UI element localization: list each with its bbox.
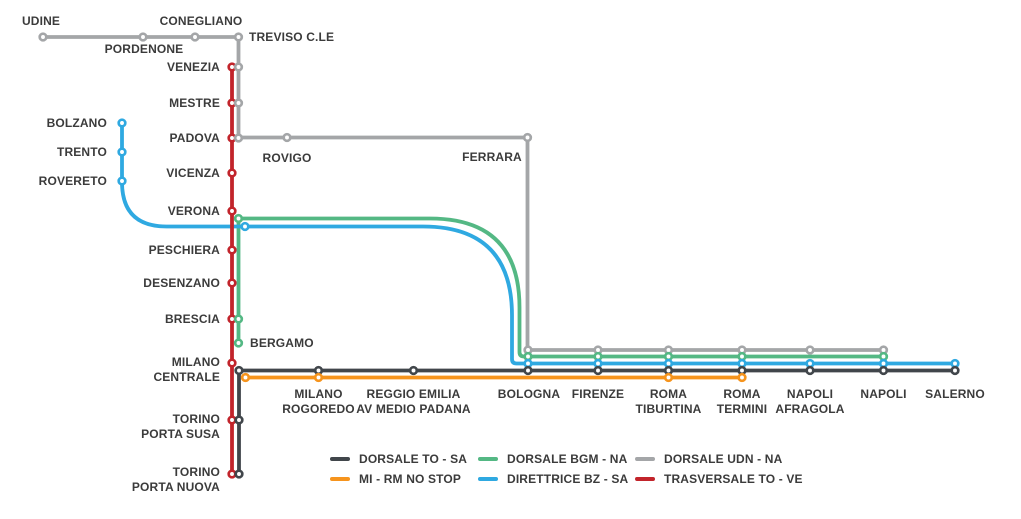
station-dot-torino-porta-susa-red: [227, 415, 237, 425]
station-dot-venezia-gray: [233, 62, 244, 72]
station-dot-torino-porta-nuova-red: [227, 469, 237, 479]
station-label-pordenone: PORDENONE: [105, 42, 184, 56]
station-label-ferrara: FERRARA: [462, 150, 522, 164]
station-label-napoli-afragola: AFRAGOLA: [775, 402, 844, 416]
station-label-torino-porta-susa: TORINO: [173, 412, 220, 426]
station-dot-napoli-afragola-gray: [805, 345, 815, 355]
station-dot-roma-termini-dark: [737, 365, 747, 376]
station-label-conegliano: CONEGLIANO: [160, 14, 243, 28]
station-dot-napoli-blue: [878, 358, 889, 369]
station-dot-treviso-cle-gray: [233, 32, 244, 42]
station-label-verona: VERONA: [168, 204, 220, 218]
line-dorsale-bgm-na: [236, 216, 884, 359]
station-label-salerno: SALERNO: [925, 387, 985, 401]
station-dot-verona-blue: [240, 221, 250, 232]
station-label-peschiera: PESCHIERA: [149, 243, 221, 257]
station-dot-roma-termini-green: [737, 351, 747, 362]
station-dot-milano-rogoredo-dark: [313, 365, 324, 376]
station-dot-roma-termini-blue: [737, 358, 747, 369]
station-dot-napoli-dark: [878, 365, 889, 376]
station-dot-torino-porta-susa-dark: [234, 415, 244, 425]
station-dot-firenze-blue: [593, 358, 603, 369]
station-dot-milano-rogoredo-orange: [313, 372, 324, 383]
station-dot-roma-tiburtina-dark: [663, 365, 674, 376]
station-label-venezia: VENEZIA: [167, 60, 220, 74]
station-label-torino-porta-nuova: TORINO: [173, 465, 220, 479]
station-label-udine: UDINE: [22, 14, 60, 28]
station-dot-napoli-green: [878, 351, 889, 362]
station-label-treviso-cle: TREVISO C.LE: [249, 30, 334, 44]
station-dot-firenze-dark: [593, 365, 603, 376]
station-dot-salerno-dark: [950, 365, 960, 376]
station-dot-roma-termini-orange: [737, 372, 747, 383]
station-label-roma-termini: TERMINI: [717, 402, 767, 416]
station-label-bolzano: BOLZANO: [47, 116, 107, 130]
station-dot-desenzano-red: [227, 278, 237, 288]
station-dot-brescia-green: [233, 314, 244, 324]
station-dot-mestre-gray: [233, 98, 244, 108]
station-dot-napoli-afragola-dark: [805, 365, 815, 376]
station-dot-milano-centrale-orange: [240, 372, 251, 383]
station-label-desenzano: DESENZANO: [143, 276, 220, 290]
station-dot-reggio-emilia-av-dark: [408, 365, 419, 376]
station-dot-torino-porta-nuova-dark: [234, 469, 244, 479]
station-dot-rovigo-gray: [282, 132, 292, 143]
station-label-napoli-afragola: NAPOLI: [787, 387, 833, 401]
station-label-trento: TRENTO: [57, 145, 107, 159]
station-label-roma-termini: ROMA: [723, 387, 760, 401]
station-dot-milano-centrale-red: [227, 358, 237, 368]
station-dot-bolzano-blue: [117, 118, 127, 128]
station-dot-bergamo-green: [233, 338, 244, 348]
line-dorsale-udn-na: [43, 35, 884, 352]
station-dot-napoli-afragola-blue: [805, 358, 815, 369]
station-dot-roma-tiburtina-orange: [663, 372, 674, 383]
station-dot-pordenone-gray: [138, 32, 148, 42]
station-dot-padova-gray: [233, 133, 244, 143]
station-dot-trento-blue: [117, 147, 127, 157]
station-label-brescia: BRESCIA: [165, 312, 220, 326]
station-label-firenze: FIRENZE: [572, 387, 624, 401]
station-dot-peschiera-red: [227, 245, 237, 255]
station-label-reggio-emilia-av: REGGIO EMILIA: [367, 387, 461, 401]
station-label-reggio-emilia-av: AV MEDIO PADANA: [356, 402, 471, 416]
station-label-milano-centrale: MILANO: [172, 355, 220, 369]
station-dot-firenze-green: [593, 351, 603, 362]
station-dot-bologna-dark: [523, 365, 533, 376]
station-dot-udine-gray: [38, 32, 48, 42]
station-dot-verona-green: [233, 213, 244, 224]
station-dot-rovereto-blue: [117, 176, 127, 186]
line-direttrice-bz-sa: [120, 123, 955, 366]
station-label-mestre: MESTRE: [169, 96, 220, 110]
station-label-rovereto: ROVERETO: [39, 174, 107, 188]
station-label-vicenza: VICENZA: [166, 166, 220, 180]
station-label-torino-porta-susa: PORTA SUSA: [141, 427, 220, 441]
station-label-napoli: NAPOLI: [860, 387, 906, 401]
station-dot-bologna-green: [523, 351, 533, 362]
station-label-bologna: BOLOGNA: [498, 387, 561, 401]
station-label-padova: PADOVA: [170, 131, 221, 145]
station-dot-vicenza-red: [227, 168, 237, 178]
station-label-roma-tiburtina: TIBURTINA: [635, 402, 701, 416]
station-label-milano-centrale: CENTRALE: [153, 370, 220, 384]
station-dot-roma-tiburtina-blue: [663, 358, 674, 369]
station-label-torino-porta-nuova: PORTA NUOVA: [132, 480, 220, 494]
station-dot-roma-tiburtina-green: [663, 351, 674, 362]
station-dot-bologna-blue: [523, 358, 533, 369]
station-dot-milano-centrale-dark: [234, 365, 244, 376]
station-dot-salerno-blue: [950, 358, 960, 369]
station-dot-conegliano-gray: [190, 32, 200, 42]
station-dot-ferrara-gray: [522, 132, 533, 143]
station-label-rovigo: ROVIGO: [263, 151, 312, 165]
station-label-milano-rogoredo: ROGOREDO: [282, 402, 355, 416]
station-label-roma-tiburtina: ROMA: [650, 387, 687, 401]
station-dot-verona-red: [227, 206, 237, 216]
station-label-bergamo: BERGAMO: [250, 336, 314, 350]
station-label-milano-rogoredo: MILANO: [294, 387, 342, 401]
